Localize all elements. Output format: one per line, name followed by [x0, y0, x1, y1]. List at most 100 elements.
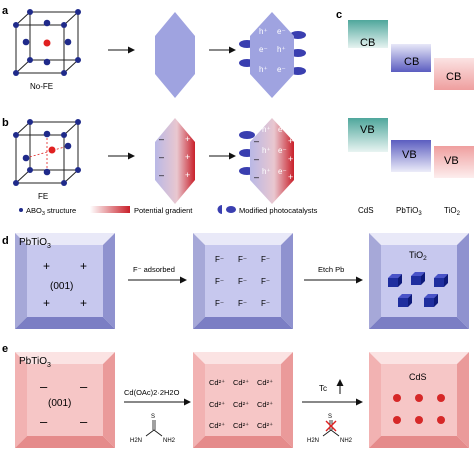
cube-no-fe [15, 11, 79, 74]
cb-cds [348, 20, 388, 48]
thiourea2-h2n: H2N [307, 438, 319, 444]
e-reagent: Cd(OAc)2·2H2O [124, 388, 180, 397]
legend-modified-icon-left [217, 205, 222, 214]
e-facet: (001) [48, 398, 71, 409]
legend-gradient-swatch [90, 206, 130, 213]
cube-no-fe-label: No-FE [30, 82, 53, 91]
mod-fe-minus-1: – [254, 154, 259, 164]
panel-label-b: b [2, 117, 9, 129]
e-tc-label: Tc [319, 384, 327, 393]
vb-cds [348, 118, 388, 152]
mod-fe-minus-0: – [254, 136, 259, 146]
cb-pbtio3 [391, 44, 431, 72]
mod-fe-plus-0: + [288, 136, 293, 146]
substrate-e2 [193, 352, 293, 448]
legend: ABO3 structure Potential gradient Modifi… [19, 205, 318, 217]
substrate-d2 [193, 233, 293, 329]
cross-mark-icon [325, 420, 337, 432]
e-minus-2: – [40, 414, 48, 429]
e-minus-0: – [40, 379, 48, 394]
cube-fe-dipole-lines [25, 134, 69, 172]
f-ion-8: F⁻ [261, 299, 270, 308]
thiourea2-nh2: NH2 [340, 438, 353, 444]
vb-label-1: VB [402, 149, 417, 161]
crystal-no-fe [155, 12, 195, 98]
d-plus-0: + [43, 259, 50, 273]
d-plus-1: + [80, 259, 87, 273]
d-plus-3: + [80, 296, 87, 310]
vb-pbtio3 [391, 140, 431, 172]
thiourea-molecule-1 [145, 420, 163, 437]
tio2-cubes [388, 272, 448, 307]
d-step1: F⁻ adsorbed [133, 265, 175, 274]
charge-a-3: h⁺ [277, 45, 286, 54]
cb-tio2 [434, 58, 474, 90]
e-minus-1: – [80, 379, 88, 394]
mod-fe-plus-1: + [288, 154, 293, 164]
cd-ion-8: Cd²⁺ [257, 421, 273, 430]
f-ion-4: F⁻ [238, 277, 247, 286]
f-ion-1: F⁻ [238, 255, 247, 264]
legend-structure-icon [19, 208, 23, 212]
panel-label-d: d [2, 235, 9, 247]
cb-label-1: CB [404, 56, 419, 68]
substrate-d3 [369, 233, 469, 329]
charge-b-0: h⁺ [262, 125, 271, 134]
e-minus-3: – [80, 414, 88, 429]
legend-modified: Modified photocatalysts [239, 206, 318, 215]
panel-label-a: a [2, 5, 9, 17]
charge-a-1: e⁻ [277, 27, 286, 36]
f-ion-7: F⁻ [238, 299, 247, 308]
f-ion-3: F⁻ [215, 277, 224, 286]
cube-fe-atoms [13, 119, 81, 186]
material-cds: CdS [358, 206, 374, 215]
crystal-fe-minus-2: – [159, 170, 164, 180]
thiourea1-s: S [151, 414, 155, 420]
cds-particles [393, 394, 445, 424]
e-product: CdS [409, 372, 427, 382]
material-pbtio3: PbTiO3 [396, 206, 422, 217]
crystal-fe-plus-2: + [185, 170, 190, 180]
e-substrate-title: PbTiO3 [19, 356, 51, 369]
crystal-fe-plus-0: + [185, 134, 190, 144]
crystal-fe [155, 118, 195, 204]
crystal-no-fe-modified [239, 12, 306, 98]
cb-label-0: CB [360, 37, 375, 49]
mod-fe-minus-2: – [254, 172, 259, 182]
legend-gradient: Potential gradient [134, 206, 193, 215]
mod-fe-plus-2: + [288, 172, 293, 182]
d-plus-2: + [43, 296, 50, 310]
panel-label-c: c [336, 9, 342, 21]
cd-ion-4: Cd²⁺ [233, 400, 249, 409]
crystal-fe-minus-0: – [159, 134, 164, 144]
crystal-fe-plus-1: + [185, 152, 190, 162]
crystal-fe-minus-1: – [159, 152, 164, 162]
vb-label-0: VB [360, 124, 375, 136]
cube-fe [15, 121, 79, 184]
charge-a-0: h⁺ [259, 27, 268, 36]
f-ion-0: F⁻ [215, 255, 224, 264]
vb-label-2: VB [444, 155, 459, 167]
thiourea2-s: S [328, 414, 332, 420]
substrate-e1 [15, 352, 115, 448]
charge-b-4: h⁺ [262, 167, 271, 176]
f-ion-5: F⁻ [261, 277, 270, 286]
cd-ion-2: Cd²⁺ [257, 378, 273, 387]
thiourea-molecule-2 [322, 420, 340, 437]
crystal-fe-modified [239, 118, 294, 204]
material-tio2: TiO2 [444, 206, 461, 217]
cd-ion-1: Cd²⁺ [233, 378, 249, 387]
thiourea1-nh2: NH2 [163, 438, 176, 444]
f-ion-6: F⁻ [215, 299, 224, 308]
thiourea1-h2n: H2N [130, 438, 142, 444]
cube-fe-label: FE [38, 192, 48, 201]
charge-b-2: h⁺ [262, 146, 271, 155]
panel-label-e: e [2, 343, 8, 355]
cd-ion-7: Cd²⁺ [233, 421, 249, 430]
cd-ion-5: Cd²⁺ [257, 400, 273, 409]
cb-label-2: CB [446, 71, 461, 83]
d-substrate-title: PbTiO3 [19, 237, 51, 250]
charge-a-4: h⁺ [259, 65, 268, 74]
band-diagram [348, 20, 474, 178]
